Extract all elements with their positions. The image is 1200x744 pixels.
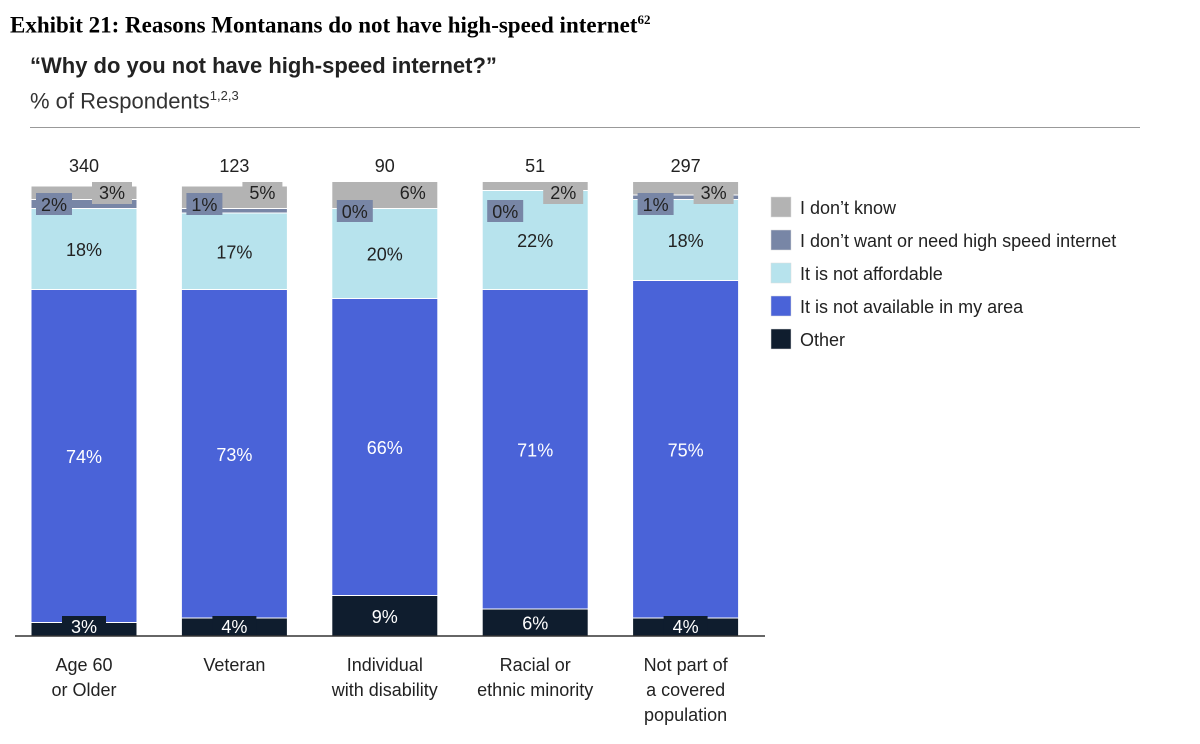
bar-segment: [30, 208, 138, 290]
data-label-box: [487, 200, 524, 222]
bar-segment: [632, 280, 740, 619]
legend-swatch: [770, 328, 792, 350]
data-label: 18%: [668, 231, 704, 251]
category-label: Not part of: [644, 655, 729, 675]
data-label-box: [62, 616, 106, 636]
legend-swatch: [770, 229, 792, 251]
bar-total-label: 51: [525, 156, 545, 176]
data-label: 75%: [668, 440, 704, 460]
data-label-box: [392, 182, 433, 204]
subtitle-footnote: 1,2,3: [209, 88, 239, 103]
legend-label: It is not available in my area: [800, 297, 1024, 317]
data-label-box: [242, 182, 283, 204]
data-label: 2%: [41, 195, 67, 215]
data-label-box: [186, 193, 223, 215]
title-footnote: 62: [637, 12, 651, 27]
legend-swatch: [770, 295, 792, 317]
header-divider: [30, 127, 1140, 128]
legend-swatch: [770, 196, 792, 218]
category-label: Age 60: [55, 655, 112, 675]
data-label-box: [663, 616, 708, 636]
bar-segment: [331, 298, 439, 596]
legend-label: It is not affordable: [800, 264, 943, 284]
bar-total-label: 340: [69, 156, 99, 176]
data-label-box: [212, 616, 257, 636]
chart-question: “Why do you not have high-speed internet…: [30, 53, 497, 78]
category-label: or Older: [51, 680, 116, 700]
data-label-box: [336, 200, 373, 222]
bar-total-label: 297: [671, 156, 701, 176]
bar-segment: [481, 181, 589, 191]
bar-total-label: 123: [219, 156, 249, 176]
exhibit-title: Exhibit 21: Reasons Montanans do not hav…: [10, 12, 650, 39]
legend-label: Other: [800, 330, 845, 350]
data-label: 0%: [492, 202, 518, 222]
data-label: 9%: [372, 607, 398, 627]
category-label: Veteran: [203, 655, 265, 675]
data-label-box: [637, 193, 674, 215]
data-label: 20%: [367, 245, 403, 265]
chart-subtitle: % of Respondents1,2,3: [30, 88, 239, 114]
category-label: Racial or: [500, 655, 571, 675]
bar-segment: [481, 608, 589, 637]
data-label-box: [36, 193, 72, 215]
data-label: 3%: [71, 617, 97, 637]
category-label: population: [644, 705, 727, 725]
bar-total-label: 90: [375, 156, 395, 176]
data-label: 4%: [221, 617, 247, 637]
data-label: 4%: [673, 617, 699, 637]
data-label-box: [693, 182, 734, 204]
category-label: Individual: [347, 655, 423, 675]
legend-label: I don’t want or need high speed internet: [800, 231, 1116, 251]
data-label: 3%: [99, 183, 125, 203]
data-label: 71%: [517, 440, 553, 460]
data-label: 5%: [249, 183, 275, 203]
data-label: 73%: [216, 445, 252, 465]
data-label: 1%: [643, 195, 669, 215]
category-label: ethnic minority: [477, 680, 593, 700]
bar-segment: [180, 289, 288, 619]
data-label: 17%: [216, 242, 252, 262]
data-label: 22%: [517, 231, 553, 251]
data-label: 66%: [367, 438, 403, 458]
legend-label: I don’t know: [800, 198, 897, 218]
bar-segment: [180, 212, 288, 290]
subtitle-text: % of Respondents: [30, 88, 210, 114]
title-text: Exhibit 21: Reasons Montanans do not hav…: [10, 12, 638, 38]
bar-segment: [331, 595, 439, 637]
data-label: 18%: [66, 240, 102, 260]
category-label: a covered: [646, 680, 725, 700]
data-label: 3%: [701, 183, 727, 203]
data-label: 6%: [522, 614, 548, 634]
category-label: with disability: [331, 680, 438, 700]
data-label: 74%: [66, 447, 102, 467]
bar-segment: [481, 289, 589, 610]
data-label-box: [92, 182, 132, 204]
bar-segment: [30, 289, 138, 623]
data-label: 0%: [342, 202, 368, 222]
legend-swatch: [770, 262, 792, 284]
data-label: 2%: [550, 183, 576, 203]
data-label: 6%: [400, 183, 426, 203]
data-label: 1%: [191, 195, 217, 215]
data-label-box: [543, 182, 584, 204]
bar-segment: [331, 208, 439, 299]
